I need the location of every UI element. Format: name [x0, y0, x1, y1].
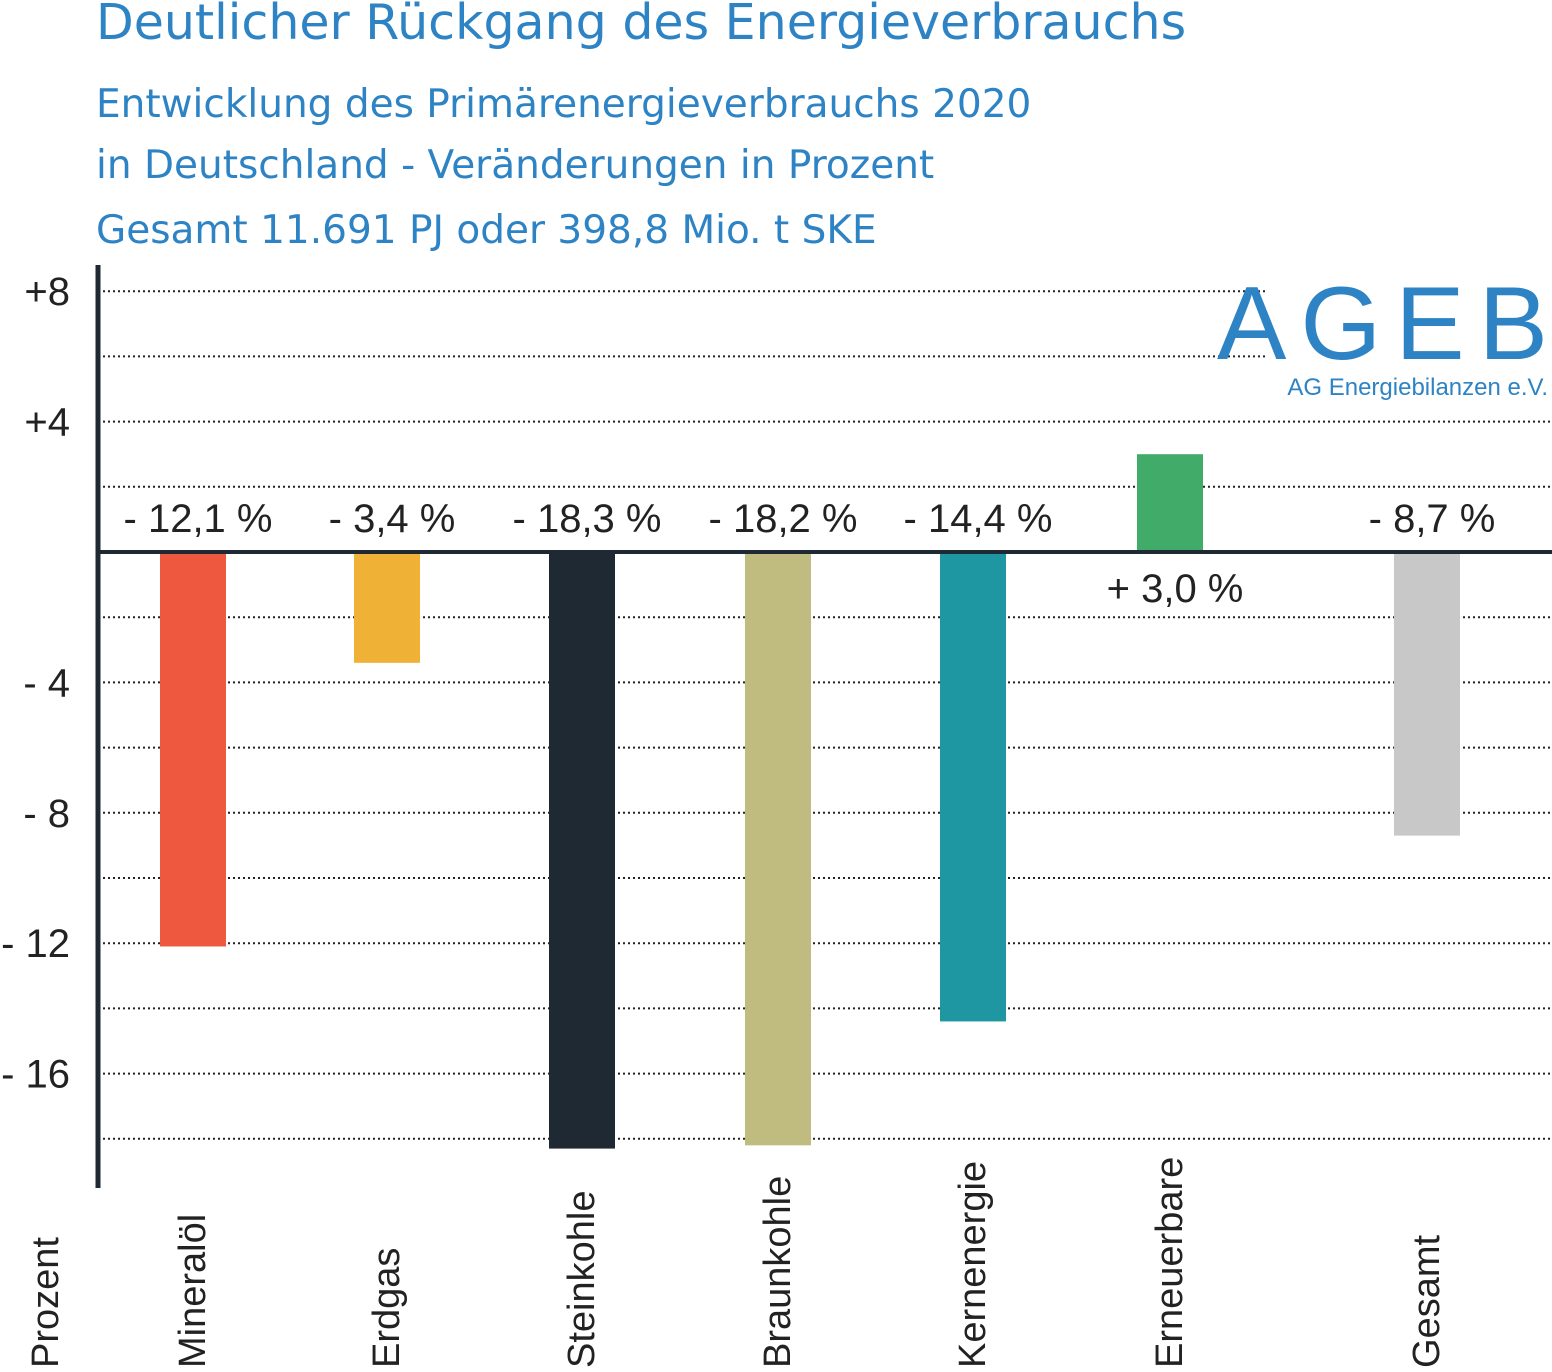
x-tick-label: Gesamt [1406, 1235, 1448, 1368]
x-tick-label: Erneuerbare [1149, 1157, 1191, 1368]
bar-braunkohle [745, 552, 811, 1146]
logo-text: AGEB [1217, 266, 1552, 382]
data-label: - 18,2 % [709, 497, 858, 541]
data-label: - 12,1 % [124, 497, 273, 541]
x-tick-label: Mineralöl [172, 1214, 214, 1368]
data-label: - 14,4 % [904, 497, 1053, 541]
x-tick-label: Kernenergie [952, 1161, 994, 1368]
x-tick-label: Steinkohle [561, 1191, 603, 1368]
chart-title: Deutlicher Rückgang des Energieverbrauch… [96, 0, 1187, 51]
x-tick-label: Braunkohle [757, 1176, 799, 1368]
y-tick-label: - 8 [23, 792, 70, 836]
chart-subtitle-line-3: Gesamt 11.691 PJ oder 398,8 Mio. t SKE [96, 208, 877, 253]
ageb-logo: AGEB AG Energiebilanzen e.V. [1217, 272, 1548, 402]
y-tick-label: - 4 [23, 661, 70, 705]
y-tick-label: +4 [24, 401, 70, 445]
y-axis-label: Prozent [25, 1237, 67, 1368]
bar-mineralöl [160, 552, 226, 947]
chart-subtitle-line-1: Entwicklung des Primärenergieverbrauchs … [96, 82, 1032, 127]
logo-subtext: AG Energiebilanzen e.V. [1287, 374, 1548, 401]
bar-steinkohle [549, 552, 615, 1149]
bar-erdgas [354, 552, 420, 663]
data-label: - 8,7 % [1369, 497, 1496, 541]
bar-gesamt [1394, 552, 1460, 836]
data-label: + 3,0 % [1107, 567, 1244, 611]
x-tick-label: Erdgas [366, 1248, 408, 1368]
bar-erneuerbare [1137, 454, 1203, 552]
y-tick-label: +8 [24, 270, 70, 314]
data-label: - 3,4 % [329, 497, 456, 541]
chart-subtitle-line-2: in Deutschland - Veränderungen in Prozen… [96, 143, 935, 188]
bar-kernenergie [940, 552, 1006, 1022]
y-tick-label: - 12 [1, 922, 70, 966]
data-label: - 18,3 % [513, 497, 662, 541]
y-tick-label: - 16 [1, 1053, 70, 1097]
